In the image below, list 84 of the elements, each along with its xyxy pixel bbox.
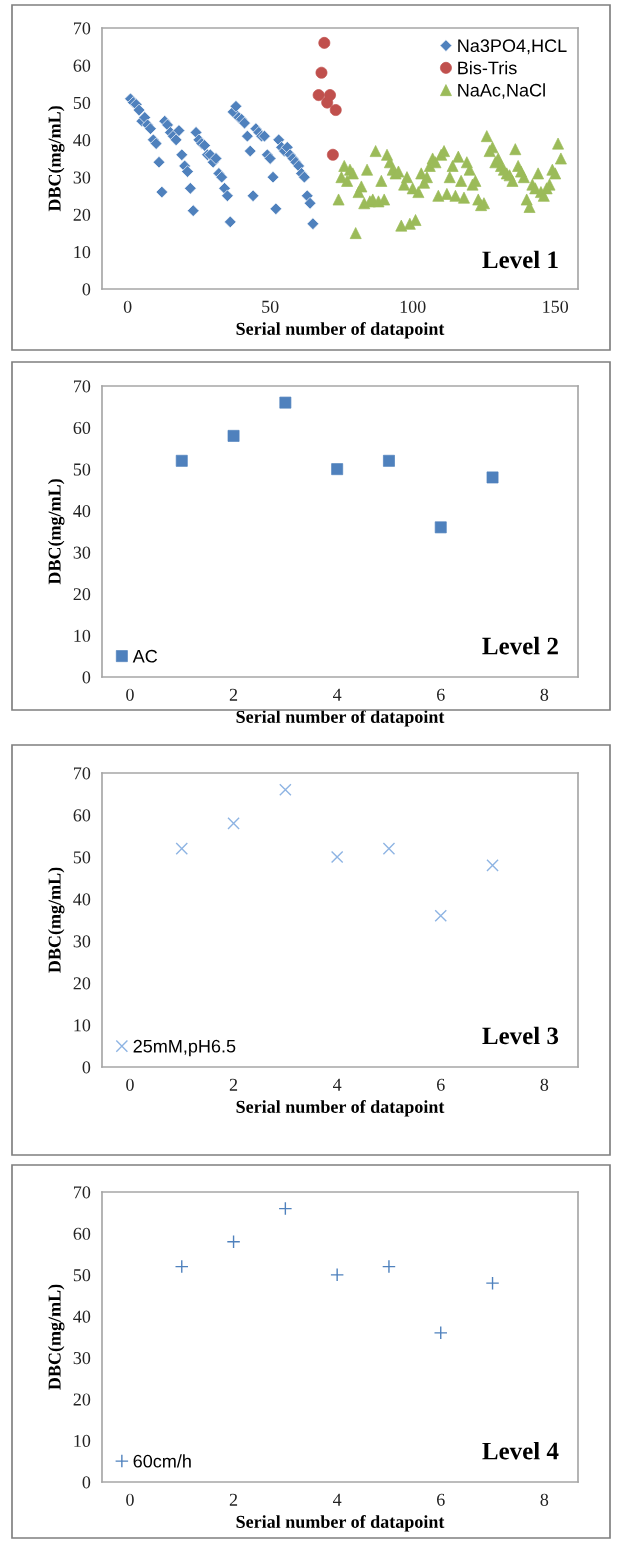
y-tick-label: 30 — [73, 546, 91, 559]
annotation: Level 4 — [482, 1441, 559, 1460]
x-tick-label: 0 — [126, 1493, 134, 1506]
point — [486, 859, 499, 872]
y-tick-label: 20 — [73, 208, 91, 221]
x-tick-label: 0 — [126, 1078, 134, 1091]
y-tick-label: 20 — [73, 977, 91, 990]
x-tick-label: 8 — [540, 1078, 549, 1091]
y-tick-label: 0 — [82, 1061, 91, 1074]
y-tick-label: 50 — [73, 851, 91, 864]
x-tick-label: 2 — [229, 688, 238, 701]
legend-label: Na3PO4,HCL — [458, 39, 567, 55]
y-tick-label: 10 — [74, 245, 91, 259]
x-tick-label: 2 — [229, 1493, 238, 1506]
x-tick-label: 0 — [123, 300, 132, 313]
x-tick-label: 0 — [126, 688, 134, 701]
point — [278, 1201, 293, 1216]
legend-label: AC — [132, 649, 158, 663]
legend-label: NaAc,NaCl — [458, 83, 545, 99]
y-tick-label: 60 — [73, 59, 91, 72]
y-tick-label: 50 — [73, 1269, 91, 1282]
y-tick-label: 10 — [74, 629, 91, 642]
y-tick-label: 50 — [73, 96, 91, 110]
y-tick-label: 60 — [73, 421, 91, 435]
y-tick-label: 40 — [73, 134, 91, 147]
x-tick-label: 6 — [437, 1078, 445, 1091]
point — [227, 817, 240, 830]
annotation: Level 1 — [482, 250, 558, 269]
point — [226, 1234, 241, 1249]
legend-label: Bis-Tris — [458, 61, 517, 75]
y-tick-label: 0 — [82, 283, 91, 296]
y-tick-label: 70 — [74, 767, 91, 780]
y-tick-label: 70 — [74, 1186, 91, 1199]
legend-label: 25mM,pH6.5 — [133, 1039, 236, 1057]
legend-label: 60cm/h — [133, 1454, 191, 1468]
point — [434, 909, 447, 923]
x-axis-title: Serial number of datapoint — [236, 322, 445, 339]
y-axis-title: DBC(mg/mL) — [47, 479, 65, 585]
point — [330, 850, 344, 864]
point — [279, 783, 292, 797]
x-tick-label: 4 — [332, 1078, 342, 1091]
y-tick-label: 40 — [73, 893, 91, 906]
y-tick-label: 0 — [82, 671, 91, 684]
point — [382, 842, 396, 855]
x-tick-label: 2 — [229, 1078, 238, 1091]
y-axis-title: DBC(mg/mL) — [47, 1284, 65, 1390]
y-tick-label: 70 — [74, 22, 91, 35]
y-tick-label: 30 — [73, 171, 91, 184]
x-tick-label: 100 — [400, 300, 426, 313]
x-tick-label: 8 — [540, 1493, 549, 1506]
point — [175, 842, 189, 855]
y-tick-label: 0 — [82, 1476, 91, 1489]
y-tick-label: 70 — [74, 380, 91, 393]
y-tick-label: 40 — [73, 1310, 91, 1323]
point — [433, 1325, 448, 1340]
y-tick-label: 10 — [74, 1434, 91, 1448]
x-axis-title: Serial number of datapoint — [236, 1100, 445, 1117]
y-tick-label: 40 — [73, 504, 91, 518]
y-tick-label: 60 — [73, 809, 91, 822]
y-tick-label: 20 — [73, 1393, 91, 1406]
x-tick-label: 50 — [262, 300, 279, 313]
y-axis-title: DBC(mg/mL) — [47, 867, 65, 973]
x-tick-label: 4 — [332, 688, 342, 701]
x-axis-title: Serial number of datapoint — [236, 1515, 445, 1532]
x-axis-title: Serial number of datapoint — [236, 710, 445, 727]
y-tick-label: 10 — [74, 1019, 91, 1032]
y-tick-label: 20 — [73, 588, 91, 601]
x-tick-label: 6 — [437, 688, 445, 701]
y-tick-label: 60 — [73, 1227, 91, 1240]
y-tick-label: 30 — [73, 1351, 91, 1365]
x-tick-label: 150 — [543, 300, 569, 313]
point — [485, 1276, 500, 1291]
point — [382, 1259, 396, 1274]
point — [383, 454, 395, 467]
x-tick-label: 8 — [540, 688, 549, 701]
point — [174, 1259, 189, 1274]
x-tick-label: 6 — [437, 1493, 445, 1506]
annotation: Level 2 — [482, 636, 558, 655]
y-tick-label: 30 — [73, 935, 91, 948]
x-tick-label: 4 — [332, 1493, 342, 1506]
y-tick-label: 50 — [73, 463, 91, 476]
y-axis-title: DBC(mg/mL) — [47, 106, 65, 212]
point — [330, 1267, 345, 1282]
annotation: Level 3 — [482, 1026, 559, 1045]
